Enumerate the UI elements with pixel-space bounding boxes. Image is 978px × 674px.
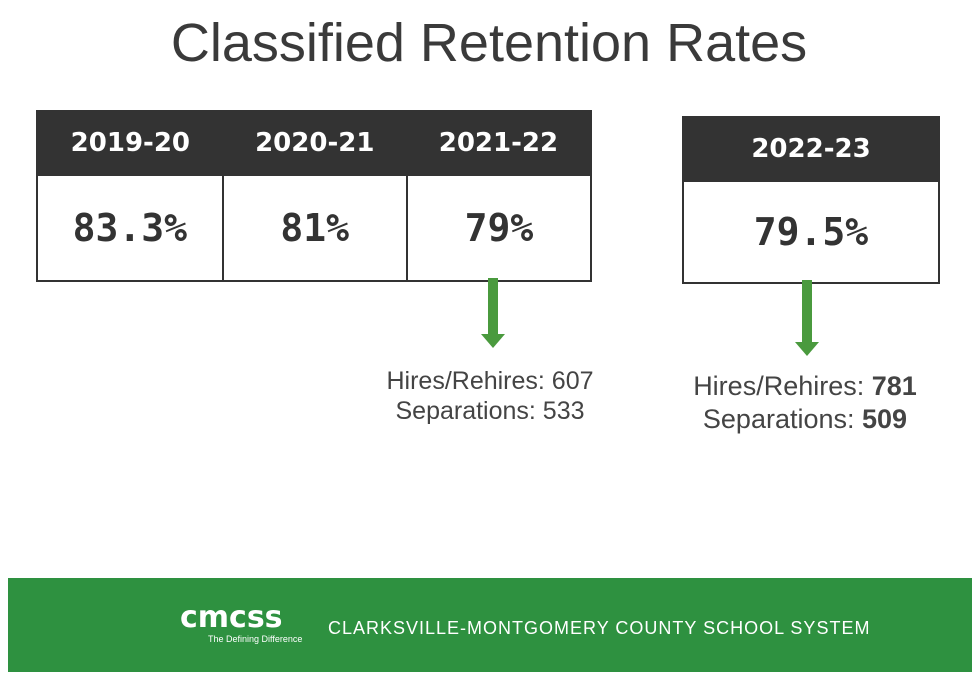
stats-2022-23: Hires/Rehires: 781 Separations: 509 [670,370,940,436]
retention-table-current: 2022-23 79.5% [682,116,940,284]
separations-text: Separations: 533 [395,397,585,425]
page-title: Classified Retention Rates [170,13,808,73]
rate-value: 81% [221,174,408,282]
arrow-down-icon [795,280,819,356]
hires-label: Hires/Rehires: [693,371,872,401]
retention-table-history: 2019-20 2020-21 2021-22 83.3% 81% 79% [36,110,593,282]
separations-label: Separations: [702,404,863,434]
cmcss-logo: cmcss [180,600,283,635]
organization-name: CLARKSVILLE-MONTGOMERY COUNTY SCHOOL SYS… [328,618,871,638]
rate-value: 79.5% [682,180,940,284]
hires-value: 781 [871,371,917,401]
year-header: 2019-20 [37,111,223,175]
separations-value: 509 [862,404,908,434]
year-header: 2022-23 [683,117,939,181]
year-header: 2020-21 [222,111,407,175]
year-header: 2021-22 [406,111,591,175]
arrow-down-icon [481,278,505,348]
logo-tagline: The Defining Difference [208,634,303,644]
stats-2021-22: Hires/Rehires: 607 Separations: 533 [360,366,620,426]
rate-value: 83.3% [36,174,224,282]
hires-text: Hires/Rehires: 607 [386,367,594,395]
rate-value: 79% [405,174,593,282]
footer-banner: cmcss The Defining Difference CLARKSVILL… [8,578,972,672]
